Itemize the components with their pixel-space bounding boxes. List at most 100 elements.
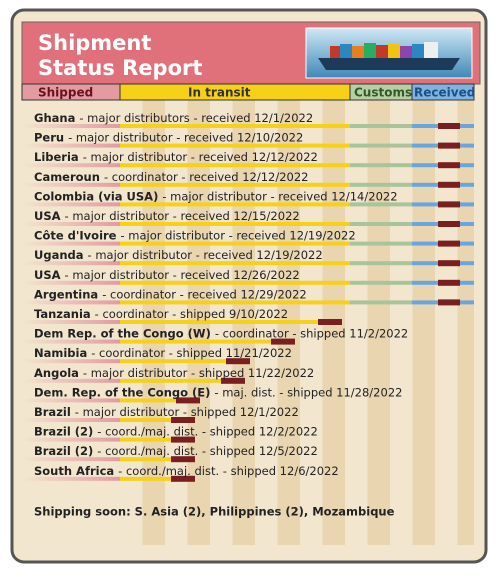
country: USA [34,209,61,223]
country: Angola [34,365,79,379]
status-marker [171,456,195,463]
country: Namibia [34,346,87,360]
bar-shipped [22,124,120,128]
row-label: Brazil - major distributor - shipped 12/1… [34,405,299,419]
bar-shipped [22,163,120,168]
stripe [390,100,413,545]
bar-transit [120,359,250,364]
ship-image [305,27,473,79]
row-label: Argentina - coordinator - received 12/29/… [34,287,307,301]
bar-shipped [22,261,120,266]
bar-shipped [22,378,120,383]
detail: - coordinator - received 12/29/2022 [102,287,307,301]
detail: - major distributor - shipped 11/22/2022 [83,365,314,379]
bar-customs [350,280,412,285]
detail: - coord./maj. dist. - shipped 12/5/2022 [97,444,318,458]
bar-transit [120,378,245,383]
bar-shipped [22,300,120,305]
country: Argentina [34,287,98,301]
status-marker [438,279,460,286]
status-marker [438,240,460,247]
country: Cameroun [34,169,100,183]
country: Tanzania [34,307,91,321]
status-marker [438,162,460,169]
rows: Ghana - major distributors - received 12/… [22,111,474,482]
column-stripes [120,100,474,545]
row-label: Ghana - major distributors - received 12/… [34,111,313,125]
stripe [412,100,435,545]
detail: - major distributor - received 12/19/202… [120,228,355,242]
phase-label: In transit [188,86,251,100]
bar-transit [120,182,350,187]
status-marker [438,260,460,267]
row-label: Cameroun - coordinator - received 12/12/2… [34,169,309,183]
bar-shipped [22,241,120,246]
detail: - major distributor - received 12/10/202… [68,130,303,144]
bar-shipped [22,398,120,403]
country: Brazil (2) [34,424,93,438]
row-label: South Africa - coord./maj. dist. - shippe… [34,463,339,477]
phase-label: Shipped [38,86,93,100]
stripe [367,100,390,545]
bar-shipped [22,476,120,481]
row-label: Côte d'Ivoire - major distributor - recei… [34,228,356,242]
country: Dem. Rep. of the Congo (E) [34,385,210,399]
country: Brazil [34,405,71,419]
country: USA [34,267,61,281]
bar-shipped [22,359,120,364]
country: Côte d'Ivoire [34,228,117,242]
detail: - coordinator - shipped 11/2/2022 [215,326,408,340]
footer-note: Shipping soon: S. Asia (2), Philippines … [34,505,395,519]
stripe [457,100,474,545]
status-marker [438,123,460,129]
bar-shipped [22,437,120,442]
detail: - coordinator - shipped 9/10/2022 [95,307,288,321]
row-label: Liberia - major distributor - received 12… [34,150,318,164]
status-marker [171,436,195,443]
status-marker [438,142,460,149]
country: Colombia (via USA) [34,189,158,203]
country: South Africa [34,463,114,477]
bar-customs [350,202,412,207]
row-label: Brazil (2) - coord./maj. dist. - shipped … [34,424,318,438]
bar-shipped [22,202,120,207]
detail: - coordinator - shipped 11/21/2022 [91,346,292,360]
status-marker [221,377,245,384]
detail: - major distributors - received 12/1/202… [79,111,313,125]
phase-label: Customs [354,86,412,100]
row-label: Colombia (via USA) - major distributor - … [34,189,398,203]
bar-shipped [22,182,120,187]
country: Peru [34,130,64,144]
bar-transit [120,339,295,344]
row-label: Dem Rep. of the Congo (W) - coordinator -… [34,326,408,340]
phase-label: Received [414,86,475,100]
bar-shipped [22,457,120,462]
status-marker [438,181,460,188]
bar-customs [350,143,412,148]
title: Shipment [38,31,151,55]
row-label: Brazil (2) - coord./maj. dist. - shipped … [34,444,318,458]
row-label: Peru - major distributor - received 12/10… [34,130,303,144]
row-label: Tanzania - coordinator - shipped 9/10/202… [34,307,288,321]
stripe [345,100,368,545]
status-marker [226,358,250,365]
row-label: USA - major distributor - received 12/26/… [34,267,300,281]
status-marker [438,299,460,306]
bar-shipped [22,339,120,344]
bar-transit [120,143,350,148]
bar-customs [350,163,412,168]
bar-shipped [22,143,120,148]
row-label: Angola - major distributor - shipped 11/2… [34,365,314,379]
bar-transit [120,124,350,128]
bar-transit [120,476,195,481]
status-marker [171,417,195,423]
country: Ghana [34,111,75,125]
status-marker [438,221,460,227]
detail: - major distributor - shipped 12/1/2022 [75,405,299,419]
status-marker [438,201,460,208]
bar-customs [350,124,412,128]
bar-transit [120,398,200,403]
country: Brazil (2) [34,444,93,458]
bar-shipped [22,280,120,285]
